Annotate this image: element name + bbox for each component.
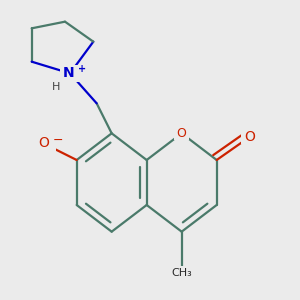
Text: O: O	[177, 127, 187, 140]
Text: −: −	[53, 134, 63, 146]
Bar	[241, 129, 259, 144]
Bar	[168, 266, 195, 281]
Text: O: O	[244, 130, 255, 144]
Bar	[60, 65, 80, 82]
Bar	[31, 135, 56, 152]
Text: H: H	[52, 82, 60, 92]
Text: CH₃: CH₃	[171, 268, 192, 278]
Text: +: +	[78, 64, 86, 74]
Bar	[174, 127, 189, 140]
Text: N: N	[62, 66, 74, 80]
Text: O: O	[38, 136, 49, 150]
